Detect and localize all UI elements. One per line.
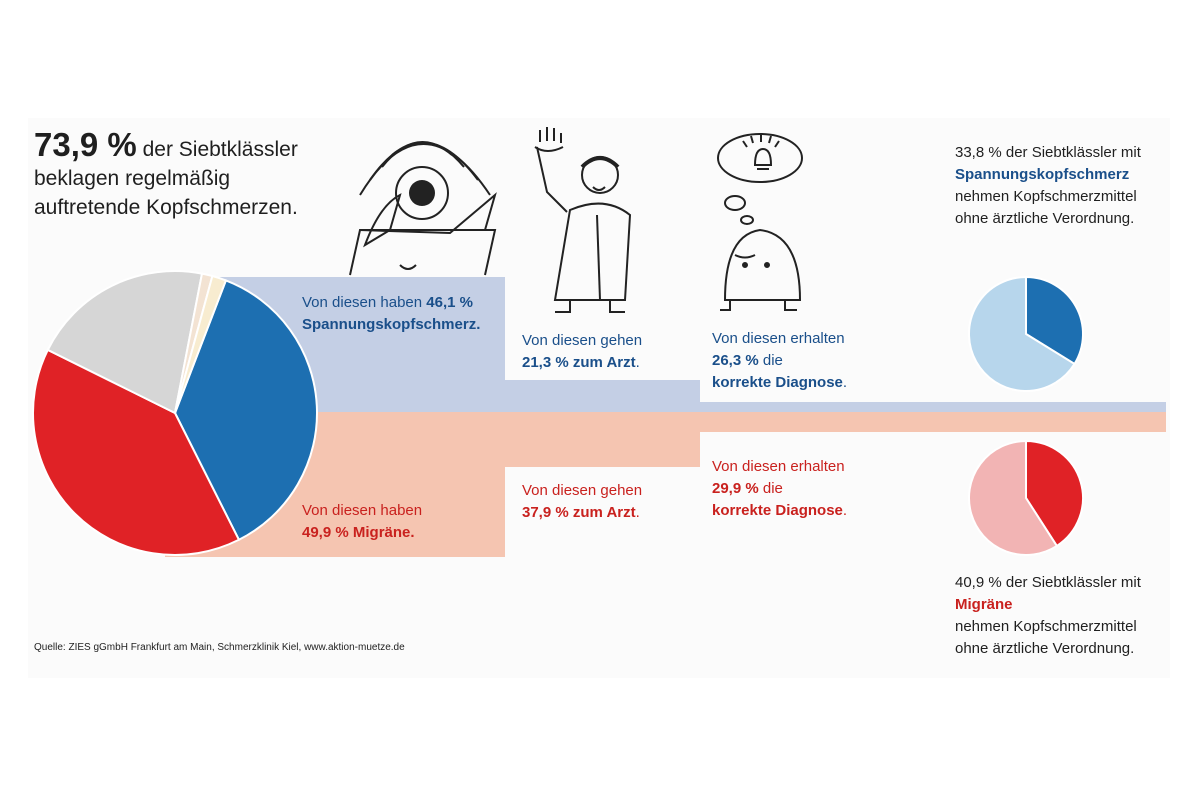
headache-face-illustration — [349, 141, 497, 276]
thinking-figure-illustration — [717, 133, 803, 311]
tension-diag-mid: die — [758, 352, 783, 369]
headline-percent: 73,9 % — [34, 126, 137, 163]
main-pie-slice-1 — [32, 348, 241, 556]
tension-diag-value: 26,3 % — [712, 352, 759, 369]
tension-have-prefix: Von diesen haben — [302, 294, 427, 311]
source-note: Quelle: ZIES gGmbH Frankfurt am Main, Sc… — [34, 642, 405, 653]
tension-diagnosis-text: Von diesen erhalten 26,3 % die korrekte … — [712, 328, 912, 394]
tension-have-name: Spannungskopfschmerz. — [302, 316, 481, 333]
headline-rest: der Siebtklässler — [136, 138, 298, 161]
headline-line3: auftretende Kopfschmerzen. — [34, 196, 298, 219]
migraine-note-line3: nehmen Kopfschmerzmittel — [955, 618, 1137, 635]
migraine-doctor-suffix: . — [635, 504, 640, 521]
tension-diag-suffix: . — [842, 374, 848, 391]
main-pie-slice-0 — [173, 279, 318, 542]
tension-note-line3: nehmen Kopfschmerzmittel — [955, 188, 1137, 205]
tension-medication-pie — [968, 275, 1084, 392]
tension-diag-name: korrekte Diagnose — [712, 374, 843, 391]
main-pie-slice-2 — [46, 270, 204, 415]
migraine-diagnosis-text: Von diesen erhalten 29,9 % die korrekte … — [712, 456, 912, 522]
headline-line2: beklagen regelmäßig — [34, 167, 231, 190]
tension-note-name: Spannungskopfschmerz — [955, 166, 1130, 183]
tension-medication-note: 33,8 % der Siebtklässler mit Spannungsko… — [955, 142, 1175, 230]
migraine-have-prefix: Von diesen haben — [302, 502, 423, 519]
migraine-diag-mid: die — [758, 480, 783, 497]
migraine-diag-value: 29,9 % — [712, 480, 759, 497]
migraine-medication-note: 40,9 % der Siebtklässler mit Migräne neh… — [955, 572, 1175, 660]
migraine-diag-name: korrekte Diagnose — [712, 502, 843, 519]
tension-have-text: Von diesen haben 46,1 % Spannungskopfsch… — [302, 292, 502, 336]
tension-note-line1: 33,8 % der Siebtklässler mit — [955, 144, 1141, 161]
tension-diag-prefix: Von diesen erhalten — [712, 330, 845, 347]
main-pie-chart — [32, 270, 318, 556]
tension-doctor-text: Von diesen gehen 21,3 % zum Arzt. — [522, 330, 697, 374]
migraine-note-line4: ohne ärztliche Verordnung. — [955, 640, 1135, 657]
tension-have-value: 46,1 % — [426, 294, 473, 311]
migraine-note-name: Migräne — [955, 596, 1013, 613]
tension-band-step1 — [505, 380, 700, 412]
migraine-diag-suffix: . — [842, 502, 848, 519]
migraine-medication-pie — [968, 439, 1084, 556]
migraine-band-step2 — [700, 412, 1166, 432]
tension-doctor-value: 21,3 % zum Arzt — [522, 354, 636, 371]
migraine-diag-prefix: Von diesen erhalten — [712, 458, 845, 475]
tension-band-step2 — [700, 402, 1166, 412]
migraine-have-text: Von diesen haben 49,9 % Migräne. — [302, 500, 502, 544]
tension-doctor-suffix: . — [635, 354, 640, 371]
main-pie-slice-4 — [174, 274, 228, 414]
headline: 73,9 % der Siebtklässler beklagen regelm… — [34, 126, 354, 222]
migraine-note-line1: 40,9 % der Siebtklässler mit — [955, 574, 1141, 591]
person-raising-hand-illustration — [534, 127, 632, 313]
tension-note-line4: ohne ärztliche Verordnung. — [955, 210, 1135, 227]
migraine-have-value: 49,9 % Migräne. — [302, 524, 415, 541]
migraine-doctor-text: Von diesen gehen 37,9 % zum Arzt. — [522, 480, 697, 524]
tension-pie-slice-1 — [968, 275, 1076, 392]
migraine-doctor-prefix: Von diesen gehen — [522, 482, 643, 499]
migraine-doctor-value: 37,9 % zum Arzt — [522, 504, 636, 521]
tension-doctor-prefix: Von diesen gehen — [522, 332, 643, 349]
migraine-band-step1 — [505, 412, 700, 467]
migraine-pie-slice-1 — [968, 439, 1059, 556]
